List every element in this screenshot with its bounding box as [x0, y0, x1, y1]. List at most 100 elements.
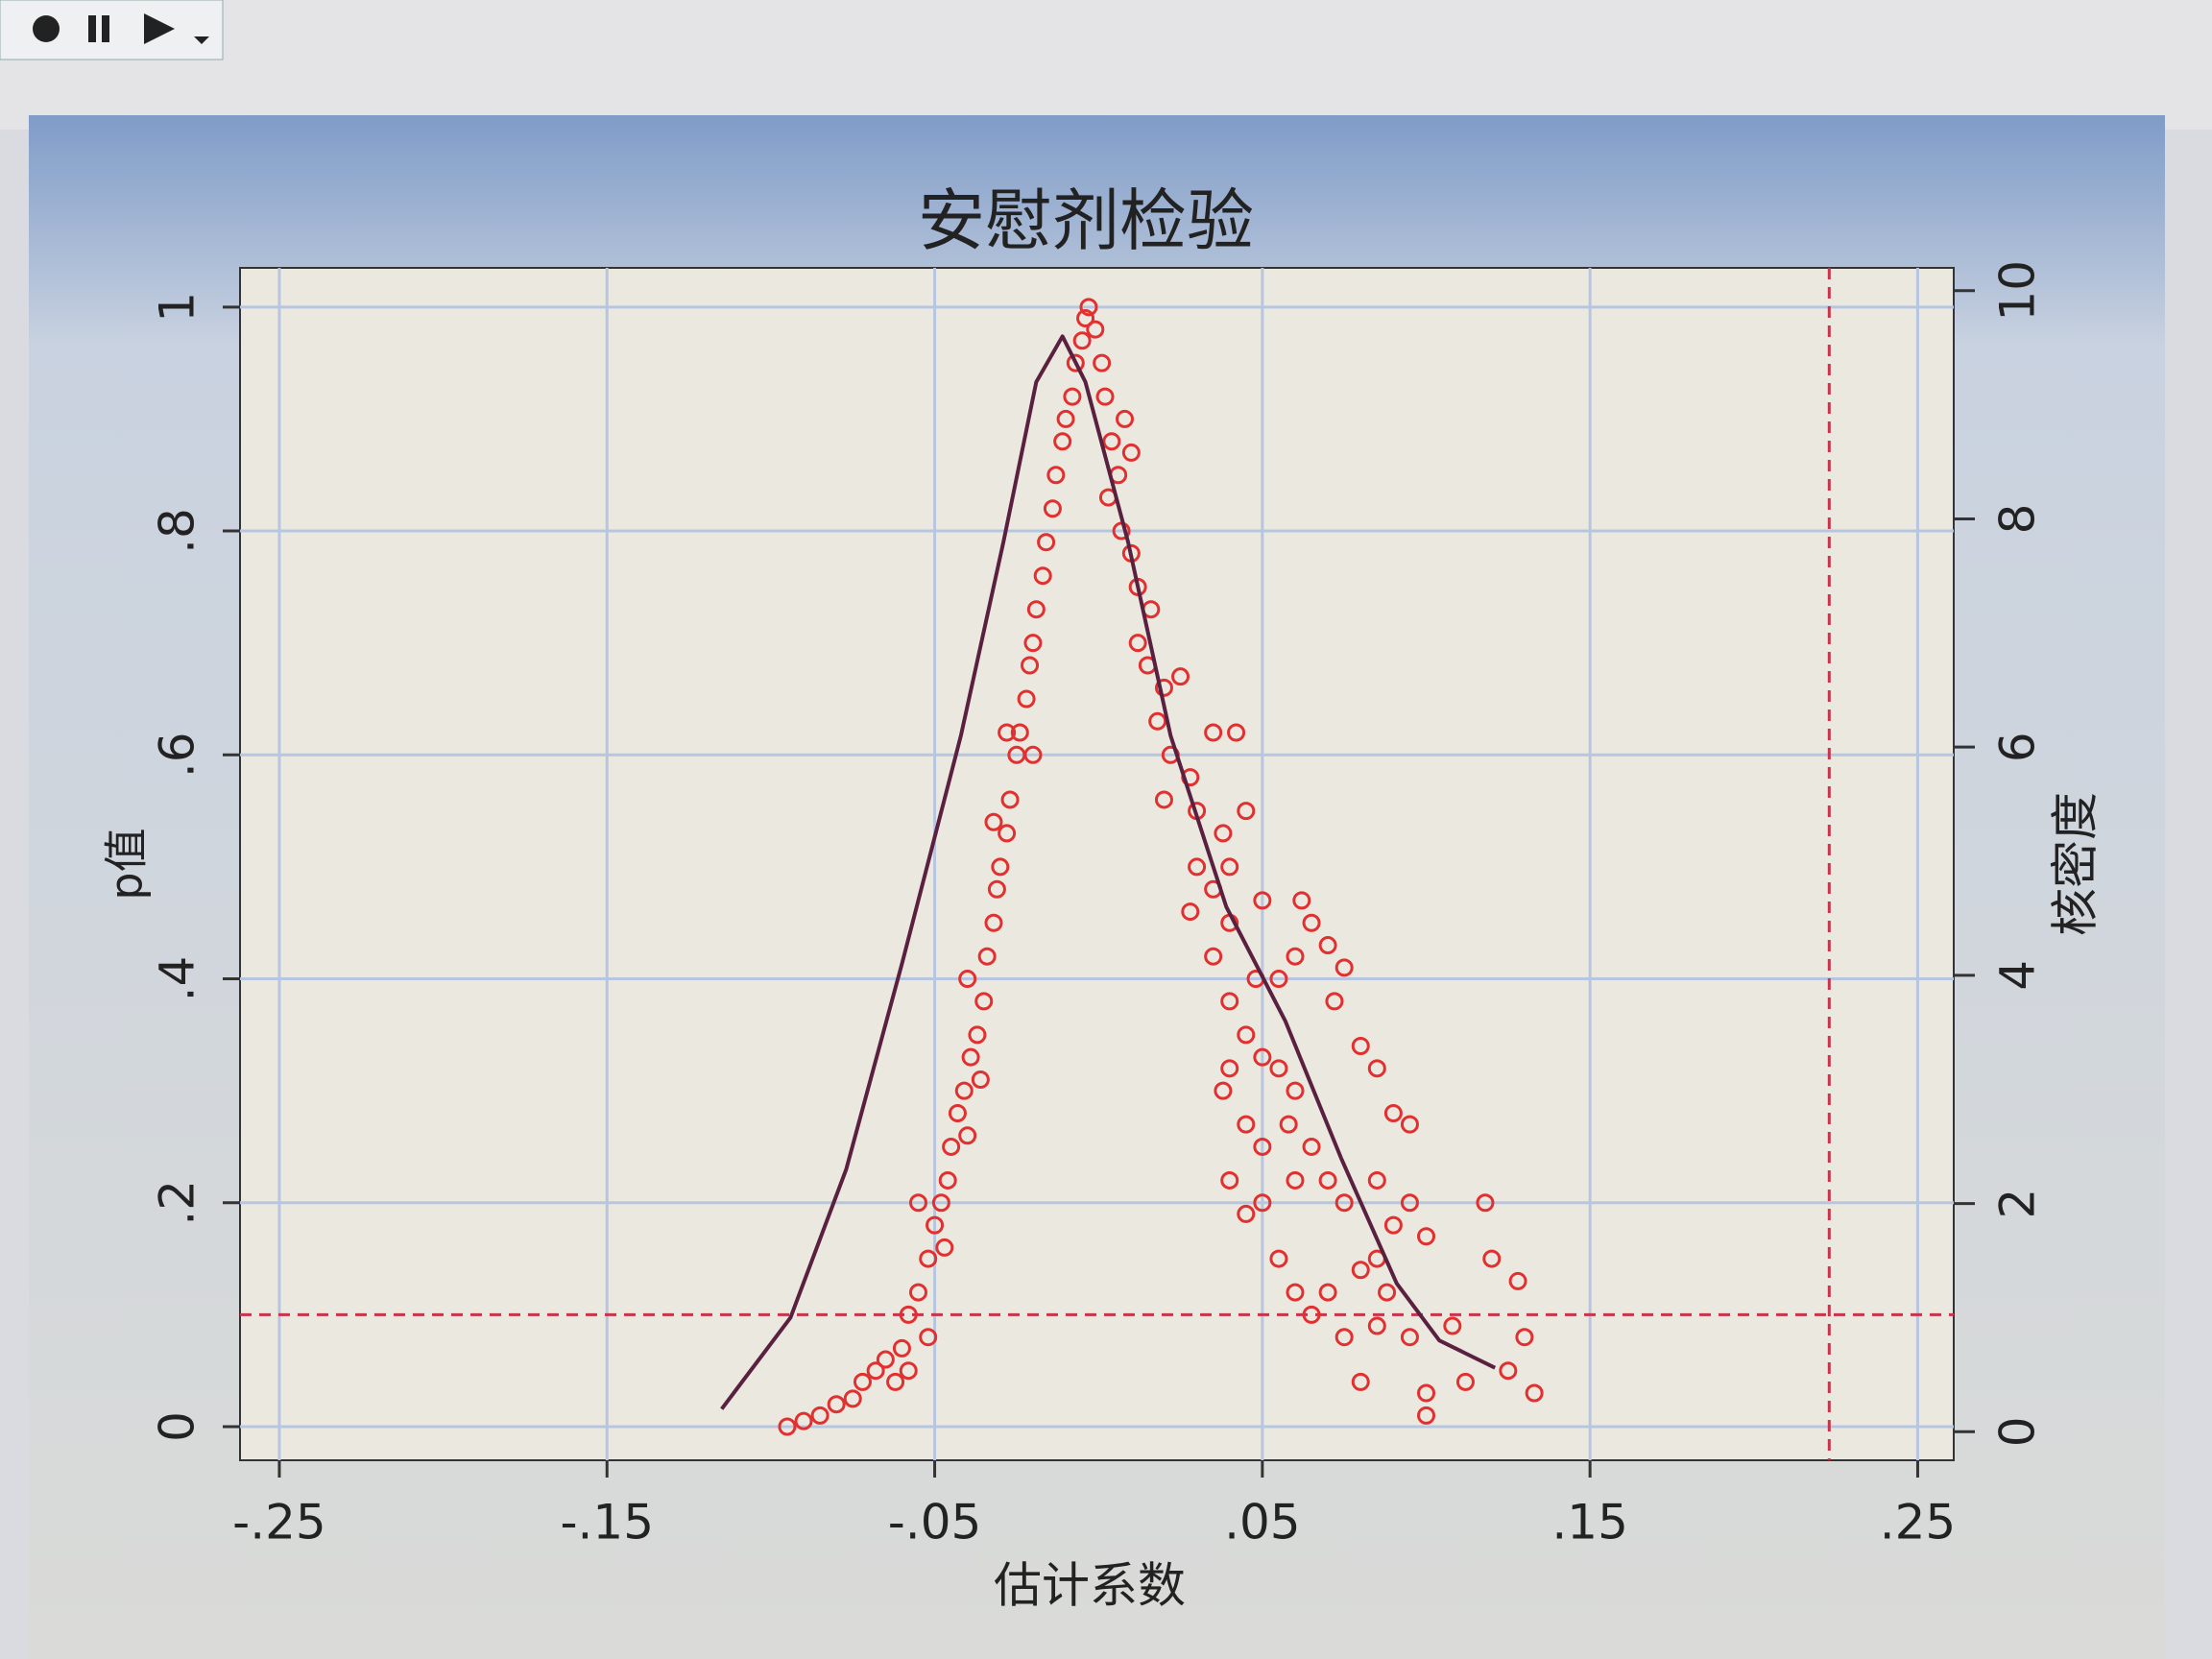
- pause-button[interactable]: [88, 15, 109, 42]
- point: [1237, 1025, 1256, 1045]
- point: [971, 1070, 990, 1089]
- point: [926, 1215, 945, 1235]
- x-axis-label: 估计系数: [994, 1558, 1186, 1614]
- point: [1378, 1283, 1397, 1302]
- density-line: [720, 334, 1497, 1410]
- point: [1116, 409, 1135, 428]
- point: [1367, 1170, 1386, 1190]
- point: [1237, 1115, 1256, 1134]
- point: [1237, 1204, 1256, 1223]
- point: [1043, 499, 1062, 518]
- point: [1188, 857, 1207, 877]
- y-tick-label: 1: [150, 292, 205, 323]
- point: [1204, 723, 1223, 742]
- y2-tick-label: 10: [1990, 260, 2046, 322]
- point: [1023, 634, 1043, 653]
- point: [958, 970, 977, 989]
- play-button[interactable]: [144, 13, 175, 44]
- point: [1367, 1316, 1386, 1335]
- point: [998, 824, 1017, 843]
- y2-tick-label: 4: [1990, 960, 2046, 991]
- point: [1171, 667, 1190, 686]
- y2-tick-label: 2: [1990, 1189, 2046, 1219]
- y2-tick-label: 0: [1990, 1416, 2046, 1447]
- point: [892, 1338, 911, 1358]
- point: [1053, 432, 1072, 451]
- point: [1086, 320, 1105, 339]
- point: [1286, 947, 1305, 966]
- y2-tick-label: 8: [1990, 504, 2046, 535]
- point: [1279, 1115, 1298, 1134]
- point: [1026, 600, 1046, 619]
- point: [935, 1238, 954, 1257]
- point: [1253, 891, 1272, 910]
- point: [1072, 331, 1092, 350]
- point: [1220, 992, 1239, 1011]
- point: [1181, 902, 1200, 922]
- point: [1334, 1193, 1354, 1213]
- point: [1325, 992, 1344, 1011]
- point: [1400, 1115, 1419, 1134]
- record-button[interactable]: [33, 15, 60, 42]
- point: [1046, 466, 1066, 485]
- point: [899, 1361, 918, 1381]
- point: [1482, 1249, 1502, 1268]
- point: [853, 1372, 872, 1391]
- point: [1033, 566, 1052, 586]
- point: [1318, 1283, 1337, 1302]
- point: [1066, 353, 1085, 373]
- point: [1367, 1059, 1386, 1078]
- point: [1351, 1372, 1370, 1391]
- point: [974, 992, 994, 1011]
- point: [1037, 533, 1056, 552]
- point: [1443, 1316, 1462, 1335]
- point: [1351, 1037, 1370, 1056]
- y2-tick-label: 6: [1990, 732, 2046, 762]
- point: [968, 1025, 987, 1045]
- x-tick-label: -.05: [888, 1495, 982, 1551]
- point: [1476, 1193, 1495, 1213]
- point: [843, 1389, 862, 1408]
- point: [1128, 634, 1147, 653]
- play-menu[interactable]: [194, 36, 209, 44]
- y-axis-label: p值: [101, 828, 153, 900]
- point: [919, 1249, 938, 1268]
- point: [1154, 790, 1173, 809]
- y-tick-label: .2: [150, 1180, 205, 1226]
- point: [1148, 711, 1167, 731]
- point: [1400, 1193, 1419, 1213]
- point: [1417, 1227, 1436, 1246]
- point: [1286, 1170, 1305, 1190]
- y-tick-label: 0: [150, 1411, 205, 1442]
- point: [958, 1126, 977, 1145]
- x-tick-label: .25: [1880, 1495, 1957, 1551]
- point: [866, 1361, 885, 1381]
- y-tick-label: .8: [150, 508, 205, 554]
- point: [1253, 1193, 1272, 1213]
- point: [1253, 1137, 1272, 1156]
- y-tick-label: .4: [150, 956, 205, 1002]
- point: [1010, 723, 1029, 742]
- point: [1318, 1170, 1337, 1190]
- point: [1237, 802, 1256, 821]
- point: [908, 1193, 927, 1213]
- point: [1095, 387, 1115, 406]
- point: [1525, 1383, 1544, 1403]
- point: [1023, 745, 1043, 764]
- chart-title: 安慰剂检验: [918, 181, 1254, 260]
- x-tick-label: .15: [1551, 1495, 1628, 1551]
- point: [1253, 1047, 1272, 1067]
- point: [948, 1103, 967, 1122]
- point: [1302, 1305, 1321, 1324]
- point: [876, 1350, 895, 1369]
- point: [931, 1193, 950, 1213]
- toolbar-area: [0, 0, 2212, 130]
- point: [1076, 308, 1095, 327]
- point: [1154, 678, 1173, 697]
- point: [1417, 1383, 1436, 1403]
- point: [1204, 947, 1223, 966]
- point: [1508, 1271, 1527, 1290]
- point: [977, 947, 997, 966]
- point: [1302, 913, 1321, 932]
